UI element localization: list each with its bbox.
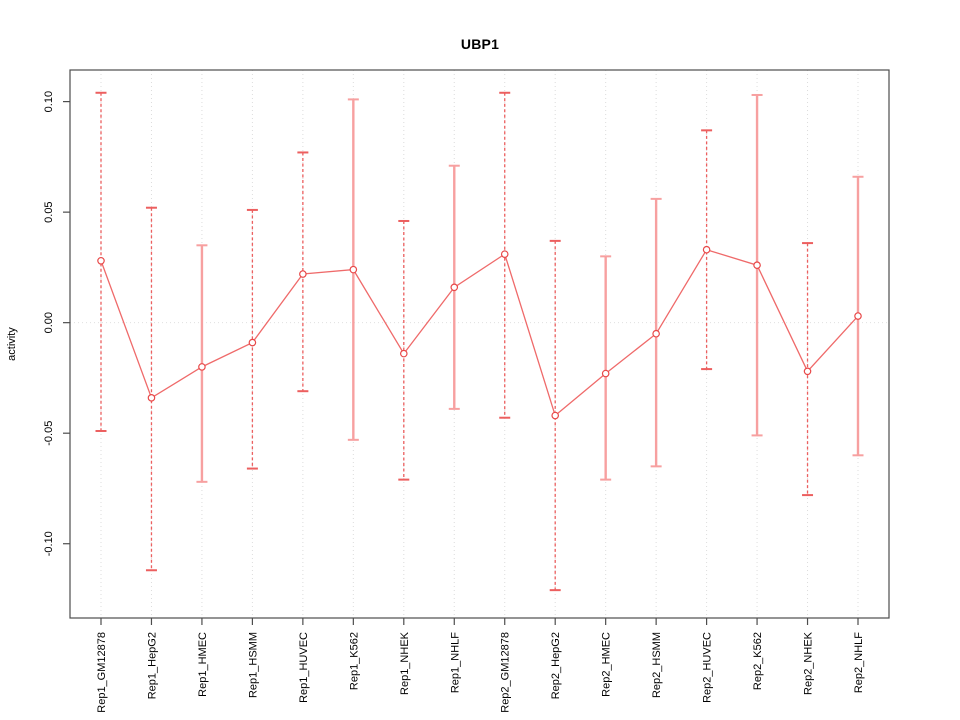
x-tick-label: Rep2_HMEC [601,632,613,697]
series-line [100,248,859,417]
data-point-marker [450,283,459,292]
x-tick-label: Rep1_GM12878 [96,632,108,713]
x-tick-label: Rep2_HSMM [651,632,663,698]
data-point-marker [702,245,711,254]
data-point-marker [500,250,509,258]
data-point-marker [753,261,761,269]
data-point-marker [399,349,408,358]
y-tick-label: 0.00 [43,312,55,333]
data-point-marker [248,338,257,347]
data-point-marker [803,367,812,376]
x-tick-label: Rep2_GM12878 [500,632,512,713]
y-tick-label: 0.05 [43,201,55,222]
data-point-marker [601,369,610,378]
data-point-marker [299,270,307,278]
data-point-marker [147,394,156,402]
x-tick-label: Rep1_NHLF [449,632,461,693]
x-tick-label: Rep1_HMEC [197,632,209,697]
x-tick-label: Rep2_HUVEC [702,632,714,703]
x-tick-label: Rep1_HepG2 [146,632,158,699]
y-tick-label: -0.05 [43,421,55,446]
x-tick-label: Rep2_K562 [752,632,764,690]
y-tick-label: -0.10 [43,531,55,556]
data-point-marker [97,256,105,265]
chart-title: UBP1 [460,36,500,52]
x-tick-label: Rep1_HSMM [247,632,259,698]
x-tick-label: Rep1_NHEK [399,631,411,695]
x-tick-label: Rep2_HepG2 [550,632,562,699]
data-point-marker [198,363,206,371]
data-point-marker [652,329,660,338]
data-point-marker [854,312,862,320]
data-point-marker [349,265,358,274]
x-tick-label: Rep2_NHLF [853,632,865,693]
x-tick-label: Rep1_HUVEC [298,632,310,703]
y-tick-label: 0.10 [43,91,55,112]
x-tick-label: Rep1_K562 [348,632,360,690]
plot-border [69,69,890,619]
data-point-marker [551,411,560,420]
x-tick-label: Rep2_NHEK [803,631,815,695]
